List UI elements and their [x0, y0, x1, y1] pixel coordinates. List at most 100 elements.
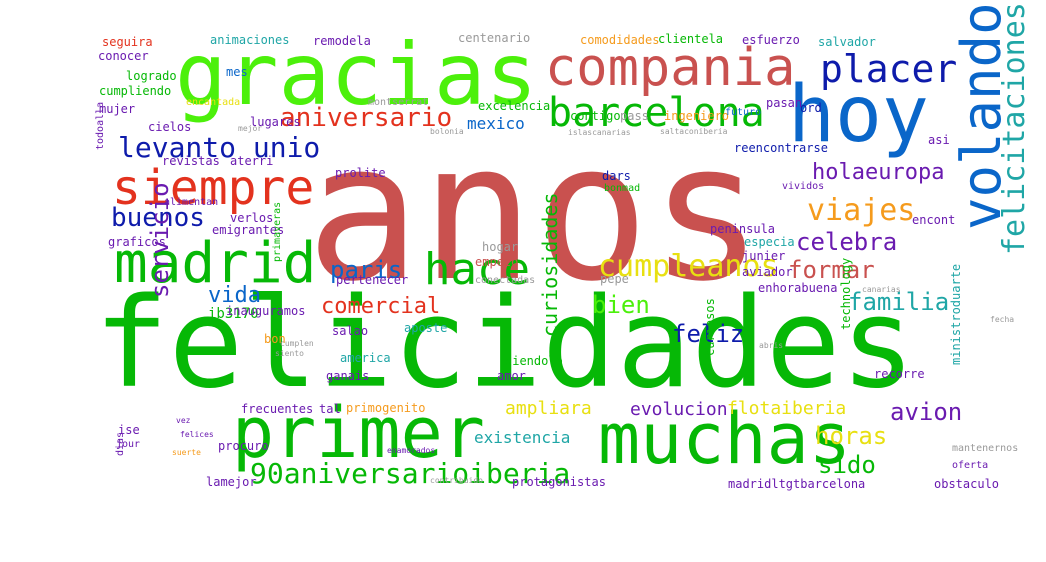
- cloud-word-amor: amor: [497, 369, 526, 383]
- cloud-word-conocer: conocer: [98, 49, 149, 63]
- cloud-word-asi: asi: [928, 133, 950, 147]
- cloud-word-bien: bien: [592, 291, 650, 319]
- cloud-word-gracias: gracias: [175, 25, 538, 125]
- cloud-word-conectadas: conectadas: [475, 275, 536, 286]
- cloud-word-protagonistas: protagonistas: [512, 475, 606, 489]
- cloud-word-sido: sido: [818, 451, 876, 479]
- cloud-word-pertenecer: pertenecer: [336, 273, 409, 287]
- cloud-word-futuro: futuro: [725, 107, 762, 118]
- cloud-word-feliz: feliz: [672, 320, 745, 348]
- cloud-word-aviador: aviador: [742, 265, 793, 279]
- cloud-word-flotaiberia: flotaiberia: [727, 398, 847, 419]
- cloud-word-cumpliendo: cumpliendo: [99, 84, 172, 98]
- cloud-word-hoy: hoy: [788, 70, 929, 160]
- cloud-word-emigrantes: emigrantes: [212, 223, 285, 237]
- cloud-word-compania: compania: [545, 38, 796, 98]
- cloud-word-reencontrarse: reencontrarse: [734, 141, 828, 155]
- cloud-word-animaciones: animaciones: [210, 33, 290, 47]
- cloud-word-suerte: suerte: [172, 448, 201, 457]
- cloud-word-placer: placer: [820, 47, 958, 91]
- cloud-word-buenos: buenos: [111, 203, 205, 233]
- cloud-word-evolucion: evolucion: [630, 399, 728, 420]
- cloud-word-mantenernos: mantenernos: [952, 443, 1019, 454]
- cloud-word-recorre: recorre: [874, 367, 925, 381]
- cloud-word-vez: vez: [176, 416, 191, 425]
- cloud-word-mejor: mejor: [238, 124, 263, 133]
- cloud-word-pasan: pasan: [766, 96, 803, 110]
- cloud-word-contigo: contigo: [570, 109, 621, 123]
- cloud-word-encont: encont: [912, 213, 956, 227]
- cloud-word-pepe: pepe: [600, 272, 629, 286]
- cloud-word-curiosos: curiosos: [703, 298, 717, 356]
- cloud-word-familia: familia: [848, 288, 950, 316]
- cloud-word-fecha: fecha: [990, 315, 1015, 324]
- cloud-word-aniversario: aniversario: [280, 103, 453, 133]
- cloud-word-ingeniero: ingeniero: [664, 109, 730, 123]
- cloud-word-esfuerzo: esfuerzo: [742, 33, 800, 47]
- cloud-word-enamorados: enamorados: [387, 446, 436, 455]
- cloud-word-peninsula: peninsula: [710, 222, 776, 236]
- cloud-word-salao: salao: [332, 324, 369, 338]
- cloud-word-formar: formar: [788, 256, 875, 284]
- cloud-word-aposte: aposte: [404, 321, 448, 335]
- cloud-word-hogar: hogar: [482, 240, 519, 254]
- cloud-word-primaveras: primaveras: [272, 201, 283, 262]
- cloud-word-madrid: madrid: [114, 231, 317, 296]
- cloud-word-jour: jour: [116, 439, 141, 450]
- cloud-word-alimentan: alimentan: [164, 197, 219, 208]
- cloud-word-avion: avion: [890, 398, 963, 426]
- cloud-word-seguira: seguira: [102, 35, 153, 49]
- cloud-word-bolonia: bolonia: [430, 127, 464, 136]
- cloud-word-clientela: clientela: [658, 32, 724, 46]
- cloud-word-siendolo: siendolo: [505, 354, 563, 368]
- cloud-word-comercial: comercial: [321, 294, 441, 319]
- cloud-word-dars: dars: [602, 169, 631, 183]
- cloud-word-centenario: centenario: [458, 31, 531, 45]
- cloud-word-encantada: encantada: [186, 97, 241, 108]
- cloud-word-islascanarias: islascanarias: [568, 128, 631, 137]
- cloud-word-primer: primer: [232, 392, 485, 474]
- cloud-word-revistas: revistas: [162, 154, 220, 168]
- cloud-word-celebra: celebra: [796, 228, 898, 256]
- cloud-word-ganais: ganais: [326, 369, 370, 383]
- cloud-word-lugares: lugares: [250, 115, 301, 129]
- cloud-word-abris: abris: [759, 341, 784, 350]
- cloud-word-felicidades: felicidades: [94, 272, 916, 416]
- cloud-word-verlos: verlos: [230, 211, 274, 225]
- cloud-word-muchas: muchas: [598, 398, 851, 480]
- cloud-word-90aniversarioiberia: 90aniversarioiberia: [250, 457, 571, 490]
- cloud-word-canarias: canarias: [862, 285, 901, 294]
- cloud-word-felicitaciones: felicitaciones: [997, 2, 1032, 255]
- cloud-word-mexico: mexico: [467, 114, 525, 133]
- cloud-word-pass: pass: [620, 109, 649, 123]
- cloud-word-bonmad: bonmad: [604, 183, 641, 194]
- cloud-word-cielos: cielos: [148, 120, 192, 134]
- cloud-word-salvador: salvador: [818, 35, 876, 49]
- cloud-word-ise: ise: [118, 423, 140, 437]
- cloud-word-madridltgtbarcelona: madridltgtbarcelona: [728, 477, 866, 491]
- cloud-word-obstaculo: obstaculo: [934, 477, 1000, 491]
- cloud-word-anos: anos: [306, 102, 764, 323]
- cloud-word-lamejor: lamejor: [206, 475, 257, 489]
- cloud-word-prolite: prolite: [335, 166, 386, 180]
- cloud-word-inauguramos: inauguramos: [226, 304, 306, 318]
- cloud-word-primogenito: primogenito: [346, 401, 426, 415]
- cloud-word-mes: mes: [226, 65, 248, 79]
- cloud-word-vividos: vividos: [782, 181, 825, 192]
- cloud-word-america: america: [340, 351, 391, 365]
- cloud-word-paris: paris: [330, 256, 403, 284]
- cloud-word-existencia: existencia: [474, 428, 571, 447]
- cloud-word-aterri: aterri: [230, 154, 274, 168]
- cloud-word-technology: technology: [839, 257, 853, 330]
- cloud-word-ministroduarte: ministroduarte: [949, 263, 963, 365]
- cloud-word-siento: siento: [275, 349, 304, 358]
- cloud-word-barcelona: barcelona: [548, 90, 765, 136]
- cloud-word-enhorabuena: enhorabuena: [758, 281, 838, 295]
- cloud-word-comodidades: comodidades: [580, 33, 660, 47]
- cloud-word-ord: ord: [800, 101, 822, 115]
- cloud-word-saltaconiberia: saltaconiberia: [660, 127, 728, 136]
- cloud-word-viajes: viajes: [807, 193, 916, 228]
- cloud-word-felices: felices: [180, 430, 214, 439]
- cloud-word-frecuentes: frecuentes: [241, 402, 314, 416]
- cloud-word-horas: horas: [815, 422, 888, 450]
